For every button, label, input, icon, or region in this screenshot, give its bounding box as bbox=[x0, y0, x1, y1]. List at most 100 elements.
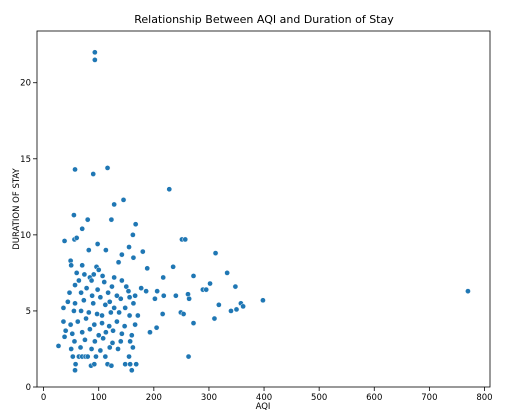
data-point bbox=[76, 277, 82, 284]
data-point bbox=[110, 327, 116, 334]
data-point bbox=[89, 292, 95, 299]
data-point bbox=[130, 344, 136, 351]
data-point bbox=[101, 279, 108, 285]
data-point bbox=[106, 344, 113, 351]
data-point bbox=[144, 265, 151, 272]
data-point bbox=[119, 251, 125, 258]
data-point bbox=[109, 283, 115, 290]
y-tick-label: 0 bbox=[26, 383, 31, 393]
data-point bbox=[107, 309, 114, 316]
data-point bbox=[84, 216, 91, 223]
data-point bbox=[74, 318, 81, 325]
x-tick-label: 700 bbox=[421, 393, 437, 403]
data-point bbox=[90, 171, 97, 177]
data-point bbox=[83, 315, 89, 322]
data-point bbox=[97, 347, 104, 354]
data-point bbox=[166, 186, 173, 193]
data-point bbox=[106, 323, 113, 329]
data-point bbox=[173, 292, 179, 299]
data-point bbox=[153, 324, 160, 331]
data-point bbox=[159, 311, 166, 317]
data-point bbox=[104, 165, 111, 171]
data-point bbox=[108, 362, 115, 369]
data-point bbox=[170, 263, 176, 270]
data-point bbox=[130, 300, 137, 307]
data-point bbox=[126, 353, 132, 360]
data-point bbox=[73, 270, 80, 276]
y-tick-label: 10 bbox=[20, 231, 31, 241]
data-point bbox=[91, 361, 98, 368]
data-point bbox=[94, 286, 101, 293]
data-point bbox=[90, 300, 97, 307]
chart-title: Relationship Between AQI and Duration of… bbox=[134, 13, 394, 26]
data-point bbox=[147, 329, 153, 336]
data-point bbox=[160, 292, 167, 299]
data-point bbox=[114, 292, 120, 299]
data-point bbox=[72, 300, 78, 307]
data-point bbox=[65, 298, 71, 305]
data-point bbox=[117, 338, 124, 345]
data-point bbox=[92, 49, 98, 56]
data-point bbox=[126, 312, 133, 319]
data-point bbox=[186, 295, 192, 302]
data-point bbox=[240, 303, 246, 310]
data-point bbox=[128, 367, 135, 374]
data-point bbox=[103, 247, 109, 253]
data-point bbox=[211, 315, 218, 322]
data-point bbox=[116, 309, 122, 316]
data-point bbox=[79, 262, 86, 269]
data-point bbox=[79, 225, 86, 232]
data-point bbox=[60, 318, 67, 325]
data-point bbox=[111, 305, 118, 311]
data-point bbox=[132, 221, 139, 228]
data-point bbox=[203, 286, 210, 293]
data-point bbox=[85, 309, 92, 316]
x-tick-label: 100 bbox=[91, 393, 107, 403]
data-point bbox=[79, 329, 86, 336]
data-point bbox=[133, 361, 140, 368]
x-tick-label: 400 bbox=[256, 393, 272, 403]
data-point bbox=[109, 340, 116, 346]
data-point bbox=[60, 305, 67, 311]
data-point bbox=[117, 295, 124, 302]
data-point bbox=[111, 201, 118, 208]
data-point bbox=[72, 166, 78, 173]
data-point bbox=[85, 247, 92, 253]
data-point bbox=[61, 333, 68, 340]
data-point bbox=[212, 250, 219, 256]
data-point bbox=[55, 343, 62, 349]
data-point bbox=[94, 311, 100, 317]
data-point bbox=[88, 277, 95, 284]
data-point bbox=[62, 327, 69, 334]
data-point bbox=[91, 321, 98, 328]
data-point bbox=[185, 353, 192, 360]
data-point bbox=[105, 289, 111, 296]
data-point bbox=[71, 212, 77, 218]
x-axis: 0 100 200 300 400 500 600 700 800 bbox=[41, 387, 493, 403]
data-point bbox=[139, 248, 146, 255]
data-point bbox=[111, 274, 118, 281]
data-point bbox=[73, 235, 80, 241]
data-point bbox=[122, 361, 129, 368]
data-points bbox=[55, 49, 471, 374]
x-axis-label: AQI bbox=[256, 402, 271, 412]
data-point bbox=[99, 320, 105, 326]
data-point bbox=[84, 353, 91, 360]
data-point bbox=[180, 311, 187, 317]
x-tick-label: 200 bbox=[146, 393, 162, 403]
data-point bbox=[119, 277, 125, 284]
y-tick-label: 20 bbox=[20, 79, 31, 89]
data-point bbox=[102, 301, 109, 308]
data-point bbox=[207, 280, 213, 287]
data-point bbox=[69, 330, 76, 337]
data-point bbox=[138, 285, 145, 291]
data-point bbox=[66, 289, 73, 296]
data-point bbox=[90, 271, 97, 278]
data-point bbox=[81, 271, 88, 278]
data-point bbox=[130, 254, 137, 261]
data-point bbox=[77, 344, 84, 351]
data-point bbox=[87, 326, 93, 333]
data-point bbox=[120, 197, 127, 203]
data-point bbox=[72, 282, 78, 288]
data-point bbox=[232, 283, 239, 290]
